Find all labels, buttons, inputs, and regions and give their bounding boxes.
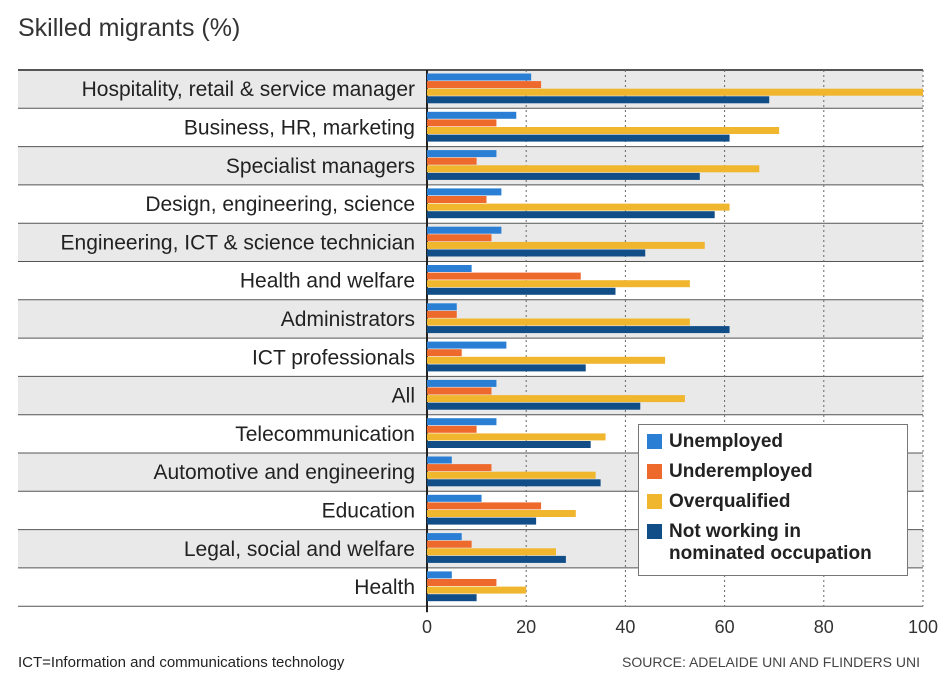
bar-overqualified (427, 395, 685, 403)
category-label: Business, HR, marketing (184, 116, 415, 139)
legend-label-not-working: Not working in nominated occupation (669, 521, 872, 565)
bar-unemployed (427, 226, 502, 234)
bar-overqualified (427, 165, 760, 173)
bar-not-working-in-nominated-occupation (427, 211, 715, 219)
bar-underemployed (427, 310, 457, 318)
bar-overqualified (427, 127, 780, 134)
bar-unemployed (427, 494, 482, 502)
bar-overqualified (427, 318, 690, 326)
legend-label-not-working-line1: Not working in (669, 521, 801, 542)
legend-swatch-underemployed (647, 464, 662, 479)
x-tick-label: 80 (814, 617, 834, 637)
bar-unemployed (427, 379, 497, 387)
bar-unemployed (427, 456, 452, 464)
bar-not-working-in-nominated-occupation (427, 479, 601, 487)
legend: Unemployed Underemployed Overqualified N… (638, 424, 908, 576)
bar-unemployed (427, 303, 457, 311)
bar-not-working-in-nominated-occupation (427, 594, 477, 602)
bar-overqualified (427, 203, 730, 211)
bar-underemployed (427, 234, 492, 242)
bar-underemployed (427, 540, 472, 548)
bar-underemployed (427, 425, 477, 433)
category-label: Health and welfare (240, 270, 415, 293)
category-label: Legal, social and welfare (184, 538, 415, 561)
legend-label-unemployed: Unemployed (669, 431, 784, 452)
bar-underemployed (427, 387, 492, 395)
x-tick-label: 20 (516, 617, 536, 637)
category-label: Specialist managers (226, 155, 415, 178)
bar-overqualified (427, 471, 596, 479)
bar-overqualified (427, 241, 705, 249)
category-label: Engineering, ICT & science technician (61, 231, 415, 254)
bar-underemployed (427, 119, 497, 127)
x-tick-label: 0 (422, 617, 432, 637)
bar-not-working-in-nominated-occupation (427, 134, 730, 142)
bar-not-working-in-nominated-occupation (427, 555, 566, 563)
category-label: All (392, 385, 415, 408)
source-note: SOURCE: ADELAIDE UNI AND FLINDERS UNI (622, 654, 920, 670)
category-label: Health (354, 576, 415, 599)
bar-unemployed (427, 73, 532, 81)
legend-label-not-working-line2: nominated occupation (669, 543, 872, 564)
bar-unemployed (427, 571, 452, 579)
bar-overqualified (427, 88, 923, 96)
bar-not-working-in-nominated-occupation (427, 96, 770, 104)
bars (427, 73, 923, 602)
x-tick-label: 40 (615, 617, 635, 637)
bar-overqualified (427, 586, 527, 594)
legend-swatch-unemployed (647, 434, 662, 449)
bar-unemployed (427, 150, 497, 158)
bar-overqualified (427, 280, 690, 288)
legend-label-underemployed: Underemployed (669, 461, 813, 482)
bar-not-working-in-nominated-occupation (427, 441, 591, 448)
bar-underemployed (427, 196, 487, 203)
bar-not-working-in-nominated-occupation (427, 326, 730, 334)
category-label: Education (322, 499, 415, 522)
bar-underemployed (427, 502, 542, 510)
bar-not-working-in-nominated-occupation (427, 249, 646, 257)
category-label: Hospitality, retail & service manager (82, 78, 415, 101)
bar-overqualified (427, 433, 606, 441)
category-label: Administrators (281, 308, 415, 331)
legend-item-unemployed: Unemployed (647, 431, 899, 453)
bar-underemployed (427, 579, 497, 586)
bar-overqualified (427, 548, 556, 556)
bar-underemployed (427, 81, 542, 89)
bar-underemployed (427, 157, 477, 165)
bar-not-working-in-nominated-occupation (427, 402, 641, 410)
bar-unemployed (427, 418, 497, 426)
bar-unemployed (427, 265, 472, 272)
category-labels: Hospitality, retail & service manager Bus… (61, 78, 415, 599)
bar-not-working-in-nominated-occupation (427, 172, 700, 180)
legend-swatch-overqualified (647, 494, 662, 509)
bar-underemployed (427, 272, 581, 280)
bar-overqualified (427, 510, 576, 517)
bar-unemployed (427, 533, 462, 541)
bar-not-working-in-nominated-occupation (427, 364, 586, 372)
x-tick-labels: 0 20 40 60 80 100 (422, 617, 938, 637)
legend-item-overqualified: Overqualified (647, 491, 899, 513)
bar-overqualified (427, 356, 666, 364)
footnote: ICT=Information and communications techn… (18, 654, 345, 671)
chart-title: Skilled migrants (%) (18, 14, 241, 42)
bar-unemployed (427, 111, 517, 119)
category-label: Automotive and engineering (153, 461, 415, 484)
bar-not-working-in-nominated-occupation (427, 287, 616, 295)
x-tick-label: 100 (908, 617, 938, 637)
bar-underemployed (427, 349, 462, 357)
bar-underemployed (427, 464, 492, 472)
category-label: Design, engineering, science (145, 193, 415, 216)
legend-item-not-working: Not working in nominated occupation (647, 521, 899, 565)
bar-unemployed (427, 188, 502, 196)
legend-item-underemployed: Underemployed (647, 461, 899, 483)
legend-swatch-not-working (647, 524, 662, 539)
bar-not-working-in-nominated-occupation (427, 517, 537, 525)
legend-label-overqualified: Overqualified (669, 491, 791, 512)
category-label: ICT professionals (252, 346, 415, 369)
category-label: Telecommunication (235, 423, 415, 446)
bar-unemployed (427, 341, 507, 349)
x-tick-label: 60 (715, 617, 735, 637)
